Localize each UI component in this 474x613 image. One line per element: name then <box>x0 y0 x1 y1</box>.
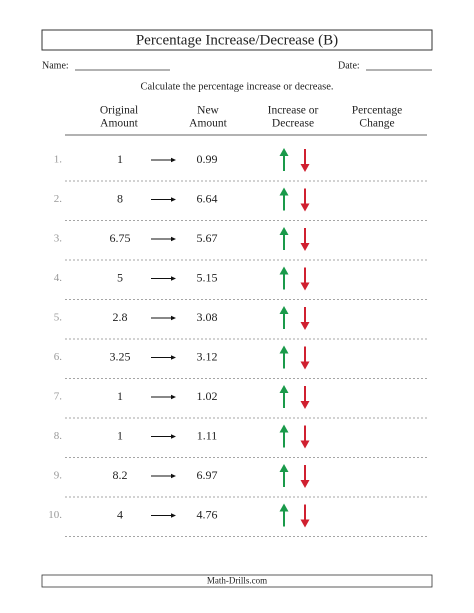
down-arrow-head <box>300 480 310 488</box>
new-amount: 3.12 <box>197 349 218 363</box>
down-arrow-head <box>300 164 310 172</box>
up-arrow-head <box>279 148 289 156</box>
row-number: 5. <box>54 312 63 324</box>
original-amount: 3.25 <box>110 349 131 363</box>
new-amount: 6.97 <box>197 468 218 482</box>
up-arrow-head <box>279 464 289 472</box>
row-number: 8. <box>54 430 63 442</box>
column-header: Amount <box>100 118 139 130</box>
title-box <box>41 29 433 51</box>
arrow-head <box>171 355 176 360</box>
title: Percentage Increase/Decrease (B) <box>136 32 338 48</box>
row-number: 3. <box>54 233 63 245</box>
down-arrow-head <box>300 519 310 528</box>
up-arrow-head <box>279 503 289 512</box>
down-arrow-head <box>300 401 310 409</box>
original-amount: 8.2 <box>113 468 128 482</box>
original-amount: 1 <box>117 152 123 166</box>
row-number: 4. <box>54 272 63 284</box>
footer-box <box>41 574 433 588</box>
original-amount: 1 <box>117 428 123 442</box>
row-number: 10. <box>48 509 62 521</box>
original-amount: 1 <box>117 389 123 403</box>
down-arrow-head <box>300 203 310 212</box>
new-amount: 5.67 <box>197 231 218 245</box>
new-amount: 1.02 <box>197 389 218 403</box>
row-number: 6. <box>54 351 63 363</box>
down-arrow-head <box>300 361 310 370</box>
arrow-head <box>171 157 176 163</box>
down-arrow-head <box>300 322 310 330</box>
down-arrow-head <box>300 282 310 291</box>
arrow-head <box>171 513 176 518</box>
instruction: Calculate the percentage increase or dec… <box>141 81 334 92</box>
up-arrow-head <box>279 227 289 235</box>
row-number: 2. <box>54 193 63 205</box>
original-amount: 5 <box>117 270 123 284</box>
up-arrow-head <box>279 187 289 196</box>
column-header: New <box>197 105 219 117</box>
down-arrow-head <box>300 440 310 449</box>
column-header: Decrease <box>272 118 314 130</box>
new-amount: 5.15 <box>197 270 218 284</box>
arrow-head <box>171 276 176 281</box>
original-amount: 6.75 <box>110 231 131 245</box>
up-arrow-head <box>279 266 289 275</box>
arrow-head <box>171 197 176 202</box>
arrow-head <box>171 473 176 479</box>
up-arrow-head <box>279 385 289 393</box>
arrow-head <box>171 434 176 439</box>
date-label: Date: <box>338 60 360 71</box>
column-header: Original <box>100 105 138 117</box>
row-number: 1. <box>54 154 63 166</box>
new-amount: 6.64 <box>197 191 218 205</box>
new-amount: 0.99 <box>197 152 218 166</box>
footer: Math-Drills.com <box>207 576 267 586</box>
down-arrow-head <box>300 243 310 251</box>
up-arrow-head <box>279 306 289 314</box>
new-amount: 1.11 <box>197 428 218 442</box>
row-number: 9. <box>54 470 63 482</box>
new-amount: 3.08 <box>197 310 218 324</box>
name-label: Name: <box>42 60 69 71</box>
original-amount: 8 <box>117 191 123 205</box>
up-arrow-head <box>279 345 289 354</box>
column-header: Change <box>359 118 394 130</box>
up-arrow-head <box>279 424 289 433</box>
arrow-head <box>171 236 176 242</box>
new-amount: 4.76 <box>197 507 218 521</box>
arrow-head <box>171 394 176 400</box>
column-header: Amount <box>189 118 228 130</box>
original-amount: 2.8 <box>113 310 128 324</box>
arrow-head <box>171 315 176 321</box>
original-amount: 4 <box>117 507 123 521</box>
row-number: 7. <box>54 391 63 403</box>
column-header: Percentage <box>352 105 402 117</box>
column-header: Increase or <box>268 105 319 117</box>
